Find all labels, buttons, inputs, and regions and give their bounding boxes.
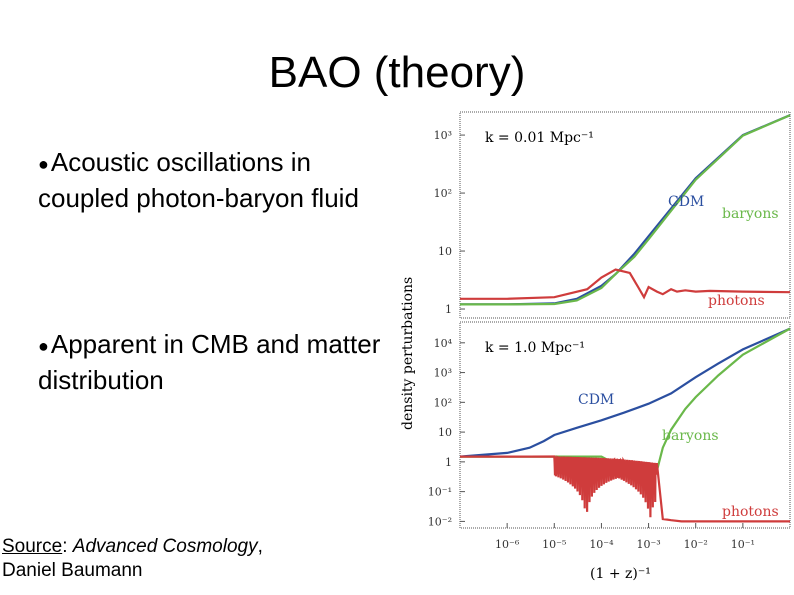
source-label: Source xyxy=(2,536,63,557)
bullet-dot-icon: ● xyxy=(38,154,49,175)
bottom-panel: 10⁴ 10³ 10² 10 1 10⁻¹ 10⁻² 10⁻⁶ 10⁻⁵ 10⁻⁴ 10⁻³ 10⁻²… xyxy=(428,321,791,551)
plot-frame xyxy=(459,111,791,319)
series-label-cdm: CDM xyxy=(668,194,704,210)
top-panel: 10³ 10² 10 1 k = 0.01 Mpc⁻¹ CDM baryons photons xyxy=(434,111,791,319)
y-tick-label: 10⁻¹ xyxy=(428,486,452,499)
panel-annotation: k = 1.0 Mpc⁻¹ xyxy=(485,340,585,356)
x-tick-label: 10⁻⁶ xyxy=(495,538,520,551)
source-citation: Source: Advanced Cosmology, Daniel Bauma… xyxy=(2,535,263,583)
source-colon: : xyxy=(62,536,73,557)
y-tick-label: 10² xyxy=(434,187,452,200)
bullet-text: Acoustic oscillations in coupled photon-… xyxy=(38,147,359,214)
y-axis-label: density perturbations xyxy=(400,277,416,430)
y-tick-label: 10² xyxy=(434,396,452,409)
series-label-cdm: CDM xyxy=(578,392,614,408)
y-tick-label: 10³ xyxy=(434,129,452,142)
bullet-text: Apparent in CMB and matter distribution xyxy=(38,329,381,396)
y-tick-label: 1 xyxy=(445,303,452,316)
series-label-photons: photons xyxy=(708,293,765,309)
series-label-photons: photons xyxy=(722,504,779,520)
bullet-dot-icon: ● xyxy=(38,336,49,357)
y-tick-label: 10 xyxy=(438,245,452,258)
x-axis-label: (1 + z)⁻¹ xyxy=(590,566,651,582)
bullet-acoustic: ●Acoustic oscillations in coupled photon… xyxy=(38,145,388,215)
x-tick-label: 10⁻⁴ xyxy=(589,538,614,551)
x-tick-label: 10⁻⁵ xyxy=(542,538,566,551)
y-tick-label: 10⁻² xyxy=(428,515,452,528)
x-tick-label: 10⁻¹ xyxy=(731,538,755,551)
x-tick-label: 10⁻² xyxy=(684,538,708,551)
y-tick-label: 10 xyxy=(438,426,452,439)
plot-frame xyxy=(459,321,791,529)
y-tick-label: 10³ xyxy=(434,367,452,380)
bullet-apparent: ●Apparent in CMB and matter distribution xyxy=(38,327,388,397)
source-author: Daniel Baumann xyxy=(2,560,143,581)
y-tick-label: 1 xyxy=(445,456,452,469)
source-comma: , xyxy=(257,536,263,557)
y-tick-label: 10⁴ xyxy=(434,337,453,350)
panel-annotation: k = 0.01 Mpc⁻¹ xyxy=(485,130,594,146)
series-label-baryons: baryons xyxy=(722,206,779,222)
series-line-baryons xyxy=(460,114,791,306)
x-tick-label: 10⁻³ xyxy=(636,538,660,551)
series-label-baryons: baryons xyxy=(662,428,719,444)
source-book: Advanced Cosmology xyxy=(72,536,258,557)
series-line-cdm xyxy=(459,327,791,458)
slide-title: BAO (theory) xyxy=(268,48,526,97)
series-line-photons xyxy=(460,455,790,523)
series-line-photons xyxy=(460,268,791,300)
